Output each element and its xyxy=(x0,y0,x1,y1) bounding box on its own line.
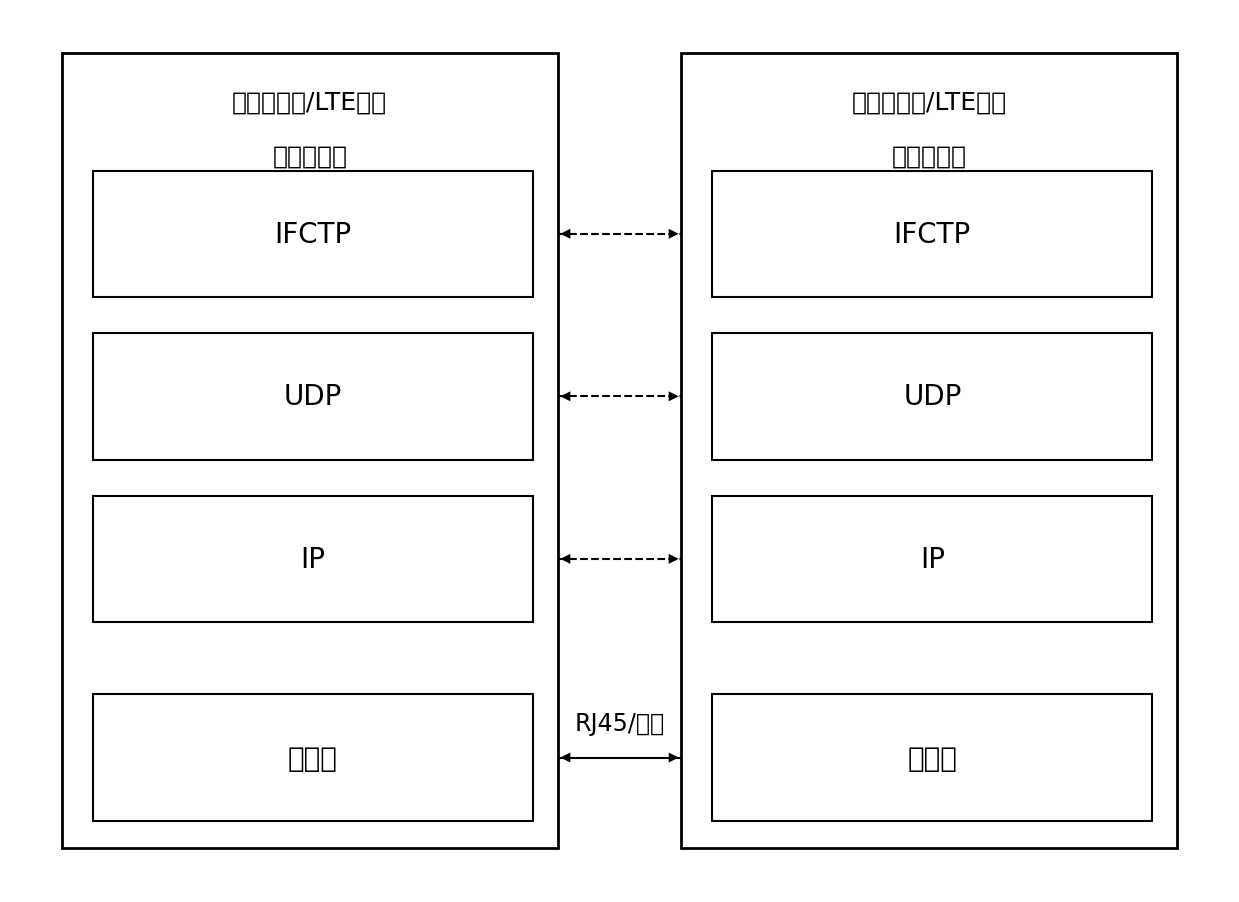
Bar xyxy=(681,54,1177,848)
Text: 网接入网关: 网接入网关 xyxy=(273,144,347,169)
Text: UDP: UDP xyxy=(284,382,342,411)
Text: IFCTP: IFCTP xyxy=(274,220,352,249)
Text: IP: IP xyxy=(300,545,326,574)
Bar xyxy=(712,695,1152,821)
Bar xyxy=(712,171,1152,298)
Bar xyxy=(93,695,533,821)
Text: 一体化基站/LTE有线: 一体化基站/LTE有线 xyxy=(232,90,388,115)
Bar xyxy=(712,334,1152,460)
Bar xyxy=(93,171,533,298)
Text: UDP: UDP xyxy=(903,382,961,411)
Bar xyxy=(93,334,533,460)
Bar xyxy=(62,54,558,848)
Text: IP: IP xyxy=(919,545,945,574)
Bar xyxy=(93,496,533,622)
Text: RJ45/光纤: RJ45/光纤 xyxy=(575,711,664,735)
Bar xyxy=(712,496,1152,622)
Text: 以太网: 以太网 xyxy=(907,743,958,772)
Text: 网接入网关: 网接入网关 xyxy=(892,144,966,169)
Text: 一体化基站/LTE有线: 一体化基站/LTE有线 xyxy=(851,90,1007,115)
Text: 以太网: 以太网 xyxy=(287,743,338,772)
Text: IFCTP: IFCTP xyxy=(893,220,971,249)
